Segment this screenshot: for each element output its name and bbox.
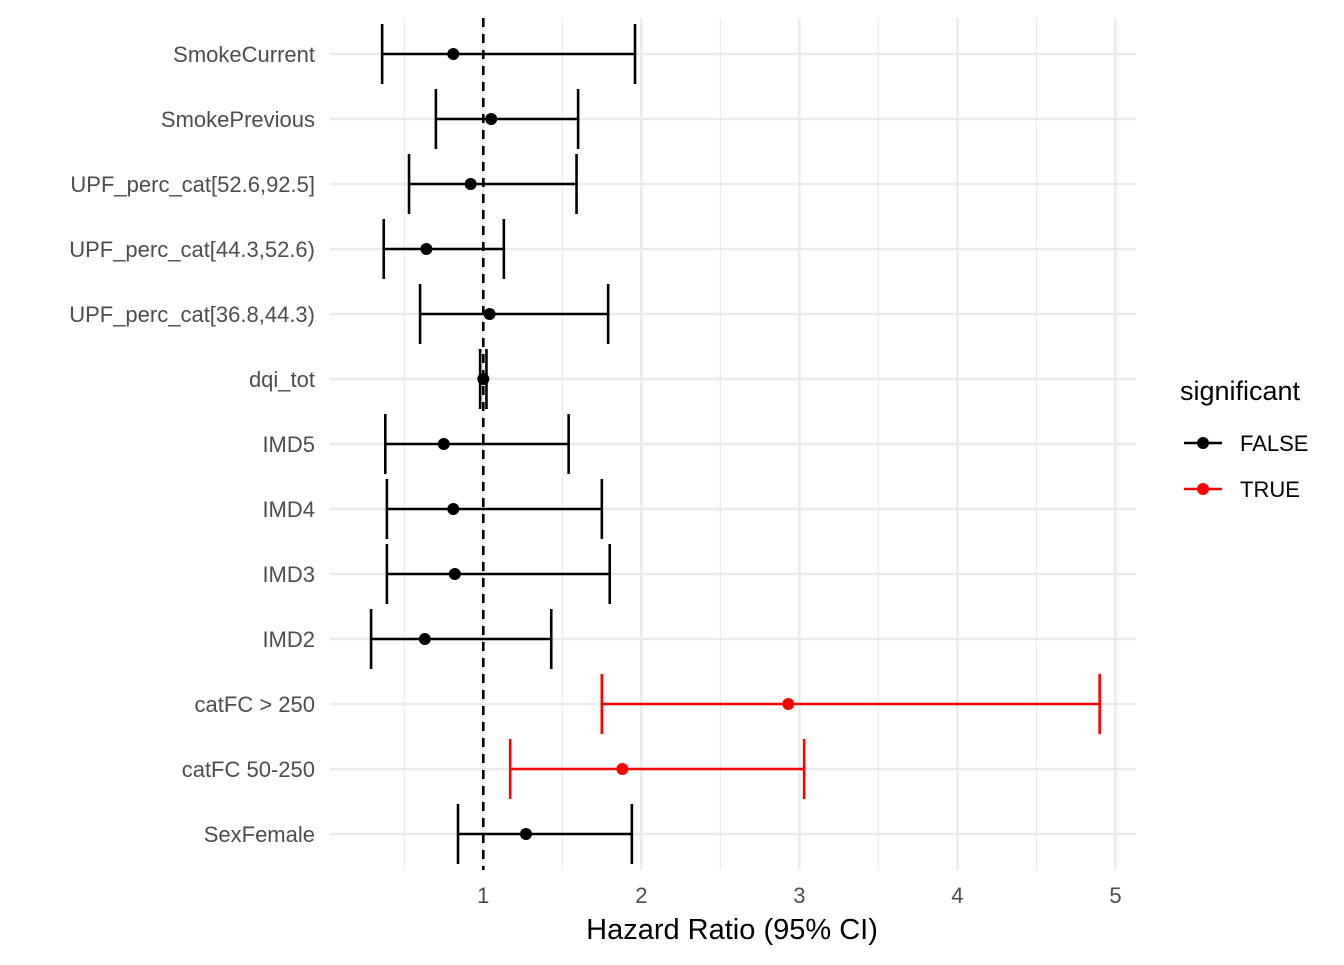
legend-entry: FALSE (1184, 431, 1308, 456)
hr-point (782, 698, 794, 710)
x-tick-label: 5 (1109, 883, 1121, 908)
hr-point (484, 308, 496, 320)
forest-plot: SmokeCurrent SmokePrevious UPF_perc_cat[52… (0, 0, 1344, 960)
hr-point (447, 48, 459, 60)
legend-entry: TRUE (1184, 477, 1300, 502)
forest-row (384, 219, 504, 279)
x-tick-label: 2 (635, 883, 647, 908)
hr-point (485, 113, 497, 125)
legend-title: significant (1180, 376, 1301, 406)
y-tick-label: catFC 50-250 (182, 757, 315, 782)
y-tick-label: catFC > 250 (195, 692, 315, 717)
legend-key-point (1197, 437, 1209, 449)
forest-row (387, 544, 610, 604)
y-tick-label: IMD3 (262, 562, 315, 587)
hr-point (477, 373, 489, 385)
y-tick-label: IMD4 (262, 497, 315, 522)
hr-point (420, 243, 432, 255)
hr-point (449, 568, 461, 580)
x-axis-title: Hazard Ratio (95% CI) (586, 914, 878, 946)
forest-row (602, 674, 1100, 734)
hr-point (616, 763, 628, 775)
forest-row (371, 609, 551, 669)
hr-point (520, 828, 532, 840)
forest-row (409, 154, 577, 214)
y-tick-label: IMD2 (262, 627, 315, 652)
x-tick-label: 4 (951, 883, 963, 908)
chart-canvas: SmokeCurrent SmokePrevious UPF_perc_cat[52… (0, 0, 1344, 960)
forest-row (436, 89, 578, 149)
y-tick-label: UPF_perc_cat[36.8,44.3) (69, 302, 315, 327)
forest-row (387, 479, 602, 539)
y-tick-label: SexFemale (204, 822, 315, 847)
legend-label: FALSE (1240, 431, 1308, 456)
y-tick-label: UPF_perc_cat[44.3,52.6) (69, 237, 315, 262)
hr-point (419, 633, 431, 645)
forest-row (510, 739, 804, 799)
forest-row (382, 24, 635, 84)
hr-point (447, 503, 459, 515)
legend-key-point (1197, 483, 1209, 495)
y-tick-label: IMD5 (262, 432, 315, 457)
y-axis-labels: SmokeCurrent SmokePrevious UPF_perc_cat[52… (69, 42, 315, 847)
hr-point (438, 438, 450, 450)
legend: significant FALSE TRUE (1180, 376, 1308, 502)
y-tick-label: dqi_tot (249, 367, 315, 392)
x-tick-label: 3 (793, 883, 805, 908)
forest-row (385, 414, 568, 474)
forest-row (420, 284, 608, 344)
y-tick-label: SmokeCurrent (173, 42, 315, 67)
hr-point (465, 178, 477, 190)
x-tick-label: 1 (477, 883, 489, 908)
y-tick-label: SmokePrevious (161, 107, 315, 132)
x-axis-ticks: 1 2 3 4 5 (477, 883, 1121, 908)
legend-label: TRUE (1240, 477, 1300, 502)
y-tick-label: UPF_perc_cat[52.6,92.5] (70, 172, 315, 197)
